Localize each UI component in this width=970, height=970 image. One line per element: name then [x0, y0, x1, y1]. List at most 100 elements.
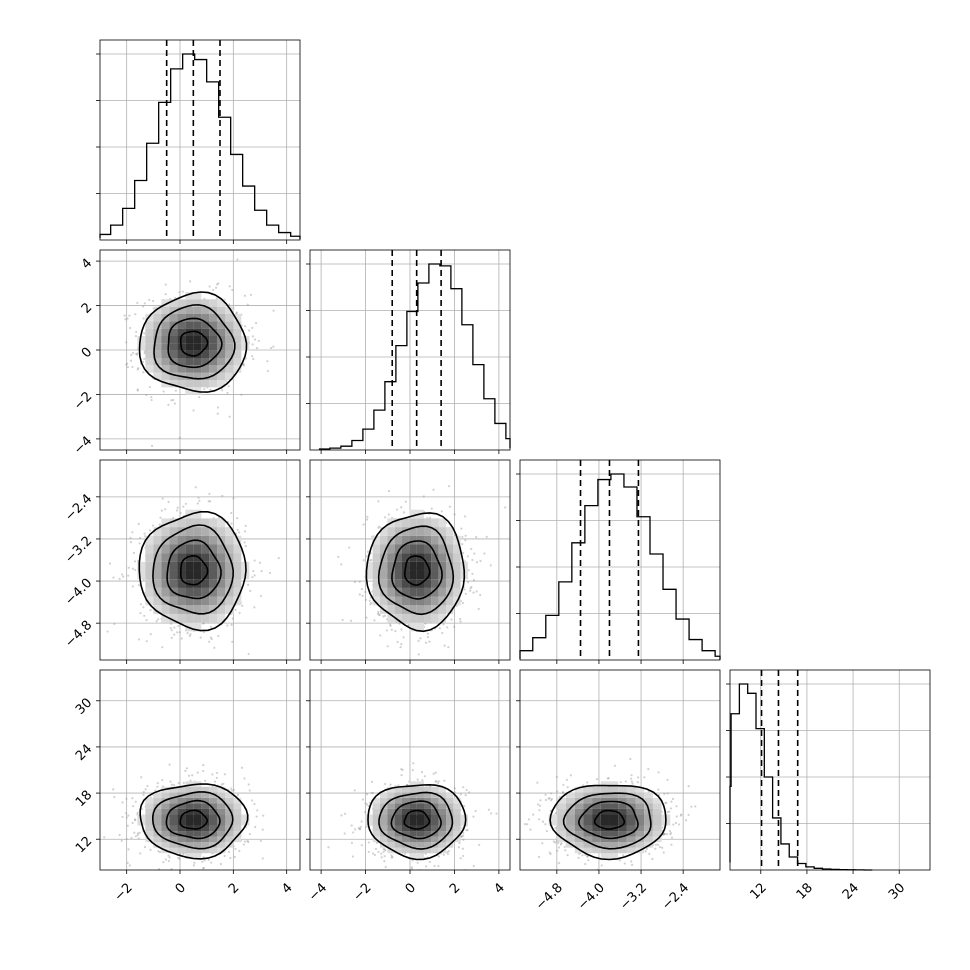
panel-plot-area — [327, 762, 498, 870]
density-cell — [153, 350, 162, 358]
density-cell — [153, 587, 162, 597]
panel-plot-area — [123, 258, 275, 447]
density-cell — [416, 570, 424, 580]
density-cell — [201, 803, 210, 809]
density-cell — [153, 544, 162, 554]
sample-point — [145, 640, 148, 643]
sample-point — [235, 312, 238, 315]
density-cell — [153, 535, 162, 545]
density-cell — [387, 579, 395, 588]
density-cell — [225, 831, 234, 837]
sample-point — [464, 534, 467, 537]
sample-point — [156, 782, 159, 785]
density-cell — [416, 596, 424, 606]
density-cell — [185, 518, 194, 528]
sample-point — [255, 815, 258, 818]
density-cell — [394, 596, 402, 606]
sample-point — [192, 864, 196, 867]
sample-point — [260, 569, 263, 573]
sample-point — [442, 623, 445, 626]
sample-point — [461, 601, 464, 605]
density-cell — [209, 321, 218, 329]
density-cell — [372, 587, 380, 597]
density-cell — [387, 561, 395, 571]
density-cell — [161, 808, 170, 815]
sample-point — [362, 559, 365, 562]
density-cell — [201, 825, 210, 832]
density-cell — [217, 596, 226, 606]
density-cell — [177, 306, 186, 314]
sample-point — [364, 810, 367, 814]
sample-point — [250, 355, 254, 358]
sample-point — [145, 618, 148, 622]
sample-point — [383, 855, 386, 858]
y-tick-label: 24 — [73, 742, 95, 764]
sample-point — [226, 391, 229, 395]
sample-point — [208, 492, 211, 495]
sample-point — [131, 585, 134, 588]
sample-point — [389, 624, 392, 627]
density-cell — [446, 535, 454, 545]
sample-point — [136, 388, 139, 391]
sample-point — [261, 828, 264, 831]
sample-point — [170, 629, 173, 632]
sample-point — [113, 795, 116, 799]
density-cell — [145, 365, 154, 373]
sample-point — [196, 502, 199, 505]
density-cell — [233, 587, 242, 597]
sample-point — [490, 812, 493, 815]
sample-point — [424, 865, 428, 868]
sample-point — [377, 612, 380, 615]
density-cell — [201, 842, 210, 848]
contour-line — [179, 809, 208, 830]
sample-point — [262, 814, 265, 817]
density-cell — [153, 306, 162, 314]
density-cell — [177, 365, 186, 373]
density-cell — [372, 561, 380, 571]
sample-point — [248, 329, 251, 332]
sample-point — [186, 632, 189, 635]
sample-point — [464, 592, 467, 595]
sample-point — [243, 777, 246, 780]
sample-point — [457, 846, 460, 849]
density-cell — [233, 365, 242, 373]
density-cell — [185, 365, 194, 373]
sample-point — [370, 601, 373, 604]
sample-point — [181, 290, 184, 293]
density-cell — [145, 350, 154, 358]
density-cell — [201, 613, 210, 623]
sample-point — [178, 436, 181, 439]
density-cell — [409, 561, 417, 571]
density-cell — [193, 842, 202, 848]
density-cell — [193, 306, 202, 314]
sample-point — [177, 856, 180, 859]
density-cell — [438, 587, 446, 597]
sample-point — [198, 882, 200, 884]
density-cell — [438, 596, 446, 606]
density-cell — [217, 797, 226, 804]
sample-point — [213, 780, 217, 783]
density-cell — [431, 561, 439, 571]
density-cell — [201, 847, 210, 854]
sample-point — [268, 571, 272, 575]
density-cell — [153, 836, 162, 843]
sample-point — [216, 283, 219, 286]
density-cell — [233, 820, 242, 826]
sample-point — [364, 598, 368, 601]
sample-point — [479, 593, 482, 597]
sample-point — [461, 847, 464, 850]
density-cell — [209, 336, 218, 344]
density-cell — [153, 321, 162, 329]
density-cell — [185, 561, 194, 571]
density-cell — [177, 314, 186, 322]
density-cell — [193, 820, 202, 826]
density-cell — [153, 596, 162, 606]
sample-point — [121, 815, 124, 819]
density-cell — [217, 299, 226, 307]
sample-point — [442, 853, 445, 856]
sample-point — [489, 564, 492, 567]
density-cell — [372, 553, 380, 562]
sample-point — [400, 768, 403, 771]
density-cell — [185, 605, 194, 614]
